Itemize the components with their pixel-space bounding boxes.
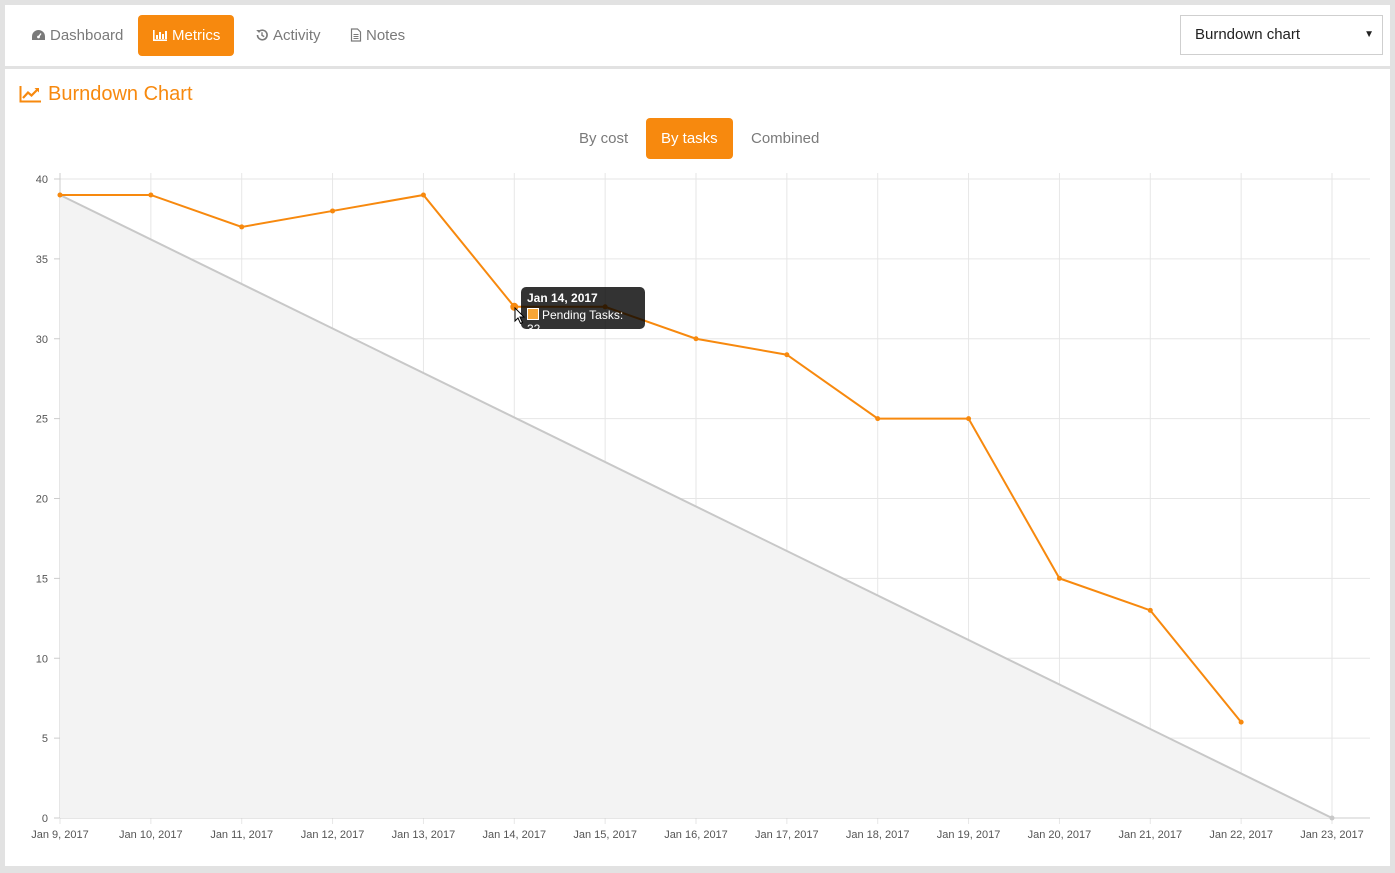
- tab-by-tasks-label: By tasks: [661, 130, 718, 147]
- tab-activity[interactable]: Activity: [241, 15, 335, 56]
- pending-tasks-point: [784, 352, 790, 358]
- x-tick-label: Jan 14, 2017: [482, 829, 546, 841]
- x-tick-label: Jan 16, 2017: [664, 829, 728, 841]
- tab-by-cost[interactable]: By cost: [564, 118, 643, 159]
- tab-activity-label: Activity: [273, 27, 321, 44]
- x-tick-label: Jan 17, 2017: [755, 829, 819, 841]
- chevron-down-icon: ▼: [1364, 29, 1374, 40]
- tab-notes[interactable]: Notes: [336, 15, 419, 56]
- x-tick-label: Jan 18, 2017: [846, 829, 910, 841]
- y-tick-label: 40: [36, 174, 48, 186]
- tab-dashboard-label: Dashboard: [50, 27, 124, 44]
- mode-tabs: By cost By tasks Combined: [5, 118, 1390, 159]
- x-tick-label: Jan 12, 2017: [301, 829, 365, 841]
- dashboard-icon: [32, 30, 45, 40]
- pending-tasks-point: [420, 192, 426, 198]
- history-icon: [256, 29, 268, 41]
- pending-tasks-point: [875, 416, 881, 422]
- ideal-line: [59, 194, 1333, 819]
- mouse-pointer-icon: [514, 307, 526, 325]
- x-tick-label: Jan 21, 2017: [1118, 829, 1182, 841]
- y-tick-label: 30: [36, 334, 48, 346]
- pending-tasks-point: [57, 192, 63, 198]
- document-icon: [350, 28, 362, 42]
- x-tick-label: Jan 23, 2017: [1300, 829, 1364, 841]
- y-tick-label: 35: [36, 254, 48, 266]
- y-tick-label: 15: [36, 573, 48, 585]
- x-tick-label: Jan 9, 2017: [31, 829, 89, 841]
- y-tick-label: 5: [42, 733, 48, 745]
- panel-title: Burndown Chart: [19, 83, 193, 106]
- line-chart-icon: [19, 86, 41, 103]
- y-tick-label: 20: [36, 494, 48, 506]
- pending-tasks-point: [1147, 607, 1153, 613]
- chart-type-select-value: Burndown chart: [1195, 26, 1301, 43]
- x-tick-label: Jan 22, 2017: [1209, 829, 1273, 841]
- tooltip-swatch: [527, 308, 539, 320]
- tab-metrics-label: Metrics: [172, 27, 221, 44]
- tab-notes-label: Notes: [366, 27, 406, 44]
- bar-chart-icon: [153, 30, 167, 41]
- pending-tasks-point: [1238, 719, 1244, 725]
- chart-panel: Burndown Chart By cost By tasks Combined…: [5, 69, 1390, 866]
- panel-title-text: Burndown Chart: [48, 83, 193, 105]
- burndown-chart: 0 5 10 15 20 25 30 35 40 Jan 9, 2017 Jan 10, 2017 J…: [31, 173, 1370, 841]
- x-tick-label: Jan 15, 2017: [573, 829, 637, 841]
- y-tick-label: 10: [36, 653, 48, 665]
- x-tick-label: Jan 11, 2017: [210, 829, 273, 841]
- x-tick-label: Jan 10, 2017: [119, 829, 183, 841]
- tab-combined[interactable]: Combined: [736, 118, 834, 159]
- pending-tasks-point: [330, 208, 336, 214]
- tab-combined-label: Combined: [751, 130, 820, 147]
- top-nav-bar: Dashboard Metrics Activity Notes Burndow…: [5, 5, 1390, 66]
- tab-metrics[interactable]: Metrics: [138, 15, 235, 56]
- pending-tasks-point: [239, 224, 245, 230]
- y-tick-label: 25: [36, 414, 48, 426]
- tab-by-cost-label: By cost: [579, 130, 629, 147]
- chart-tooltip: Jan 14, 2017 Pending Tasks: 32: [521, 287, 645, 336]
- tooltip-title: Jan 14, 2017: [527, 291, 598, 305]
- chart-type-select[interactable]: Burndown chart ▼: [1180, 15, 1383, 55]
- y-tick-label: 0: [42, 813, 48, 825]
- pending-tasks-point: [693, 336, 699, 342]
- pending-tasks-point: [1056, 575, 1062, 581]
- ideal-point: [1329, 815, 1335, 821]
- tab-dashboard[interactable]: Dashboard: [17, 15, 137, 56]
- x-tick-label: Jan 19, 2017: [937, 829, 1001, 841]
- x-tick-label: Jan 13, 2017: [392, 829, 456, 841]
- pending-tasks-point: [966, 416, 972, 422]
- x-tick-label: Jan 20, 2017: [1028, 829, 1092, 841]
- tooltip-label: Pending Tasks: 32: [527, 308, 624, 336]
- pending-tasks-line: [60, 193, 1242, 723]
- pending-tasks-point: [148, 192, 154, 198]
- tab-by-tasks[interactable]: By tasks: [646, 118, 733, 159]
